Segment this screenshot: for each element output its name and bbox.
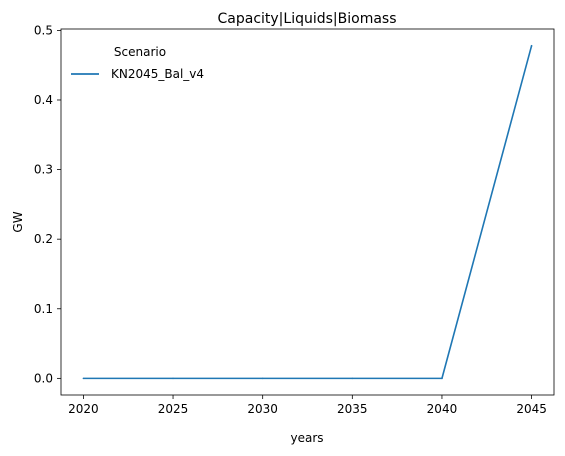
data-point: [261, 377, 264, 380]
data-point: [351, 377, 354, 380]
y-tick-label: 0.5: [34, 23, 53, 37]
x-tick-label: 2045: [516, 402, 547, 416]
y-tick-label: 0.4: [34, 93, 53, 107]
x-axis-label: years: [290, 431, 323, 445]
y-tick-label: 0.3: [34, 163, 53, 177]
x-axis: 2020 2025 2030 2035 2040 2045: [68, 395, 547, 416]
chart-title: Capacity|Liquids|Biomass: [218, 11, 397, 27]
data-point: [172, 377, 174, 380]
y-tick-label: 0.0: [34, 371, 53, 385]
series-line: [83, 45, 533, 380]
data-point: [82, 377, 85, 380]
x-tick-label: 2035: [337, 402, 368, 416]
x-tick-label: 2030: [247, 402, 278, 416]
y-axis: 0.0 0.1 0.2 0.3 0.4 0.5: [34, 23, 61, 385]
x-tick-label: 2040: [427, 402, 458, 416]
series-layer: [82, 44, 533, 380]
data-point: [441, 377, 443, 380]
y-tick-label: 0.2: [34, 232, 53, 246]
x-tick-label: 2025: [158, 402, 189, 416]
y-axis-label: GW: [11, 211, 25, 232]
y-tick-label: 0.1: [34, 302, 53, 316]
legend-entry-label: KN2045_Bal_v4: [111, 67, 204, 81]
x-tick-label: 2020: [68, 402, 99, 416]
plot-area: [60, 28, 555, 396]
legend: Scenario KN2045_Bal_v4: [71, 45, 204, 81]
legend-title: Scenario: [114, 45, 166, 59]
data-point: [530, 44, 533, 47]
